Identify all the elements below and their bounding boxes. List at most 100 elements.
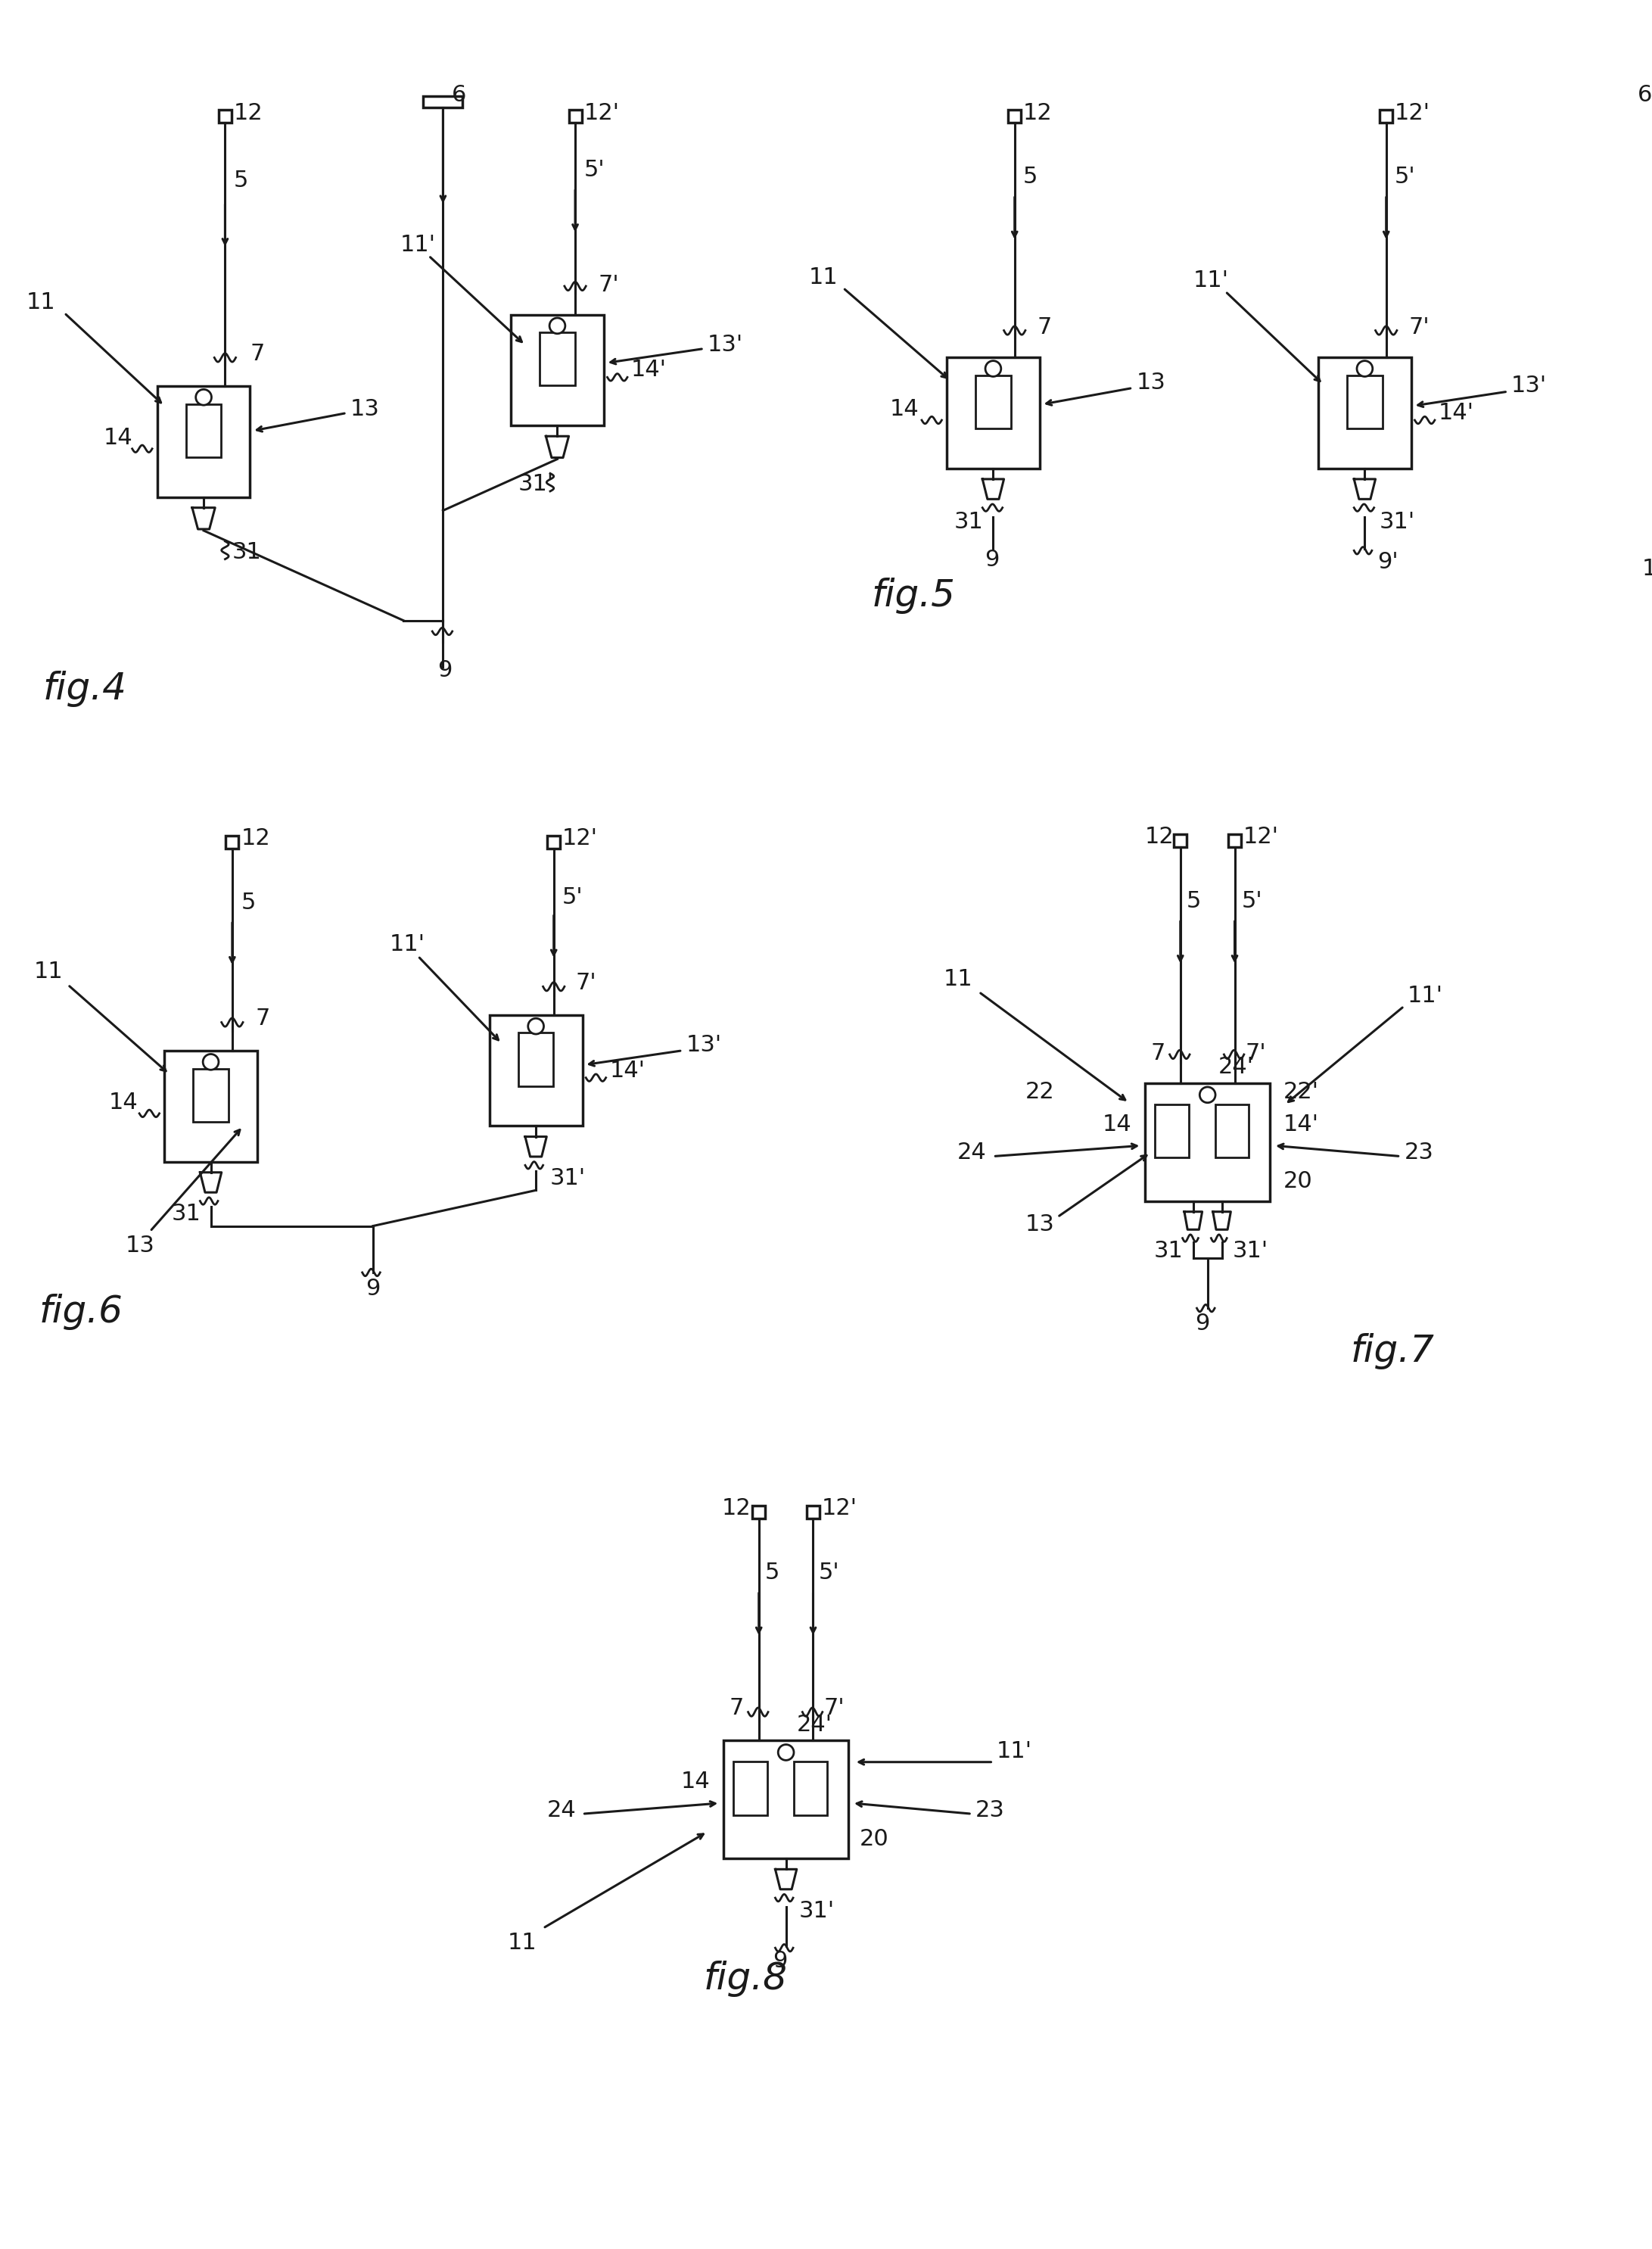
Bar xyxy=(540,333,575,385)
Text: 13: 13 xyxy=(1026,1212,1054,1235)
Text: 5: 5 xyxy=(1023,166,1037,189)
Text: 7: 7 xyxy=(729,1698,743,1720)
Text: 9: 9 xyxy=(985,549,999,571)
Text: 13: 13 xyxy=(126,1235,154,1257)
Text: 31': 31' xyxy=(800,1900,834,1921)
Text: 5': 5' xyxy=(1394,166,1416,189)
Bar xyxy=(1379,110,1393,124)
Text: 14': 14' xyxy=(1439,403,1474,425)
Text: 12': 12' xyxy=(1394,101,1431,124)
Text: 31': 31' xyxy=(550,1167,586,1190)
Text: 23: 23 xyxy=(1404,1142,1434,1163)
Text: 7': 7' xyxy=(598,274,620,295)
Text: 5: 5 xyxy=(233,169,248,191)
Bar xyxy=(519,1032,553,1086)
Text: 11: 11 xyxy=(809,265,838,288)
Text: 6: 6 xyxy=(1637,83,1652,106)
Text: 31': 31' xyxy=(1379,511,1414,533)
Bar xyxy=(218,110,231,124)
Text: 14: 14 xyxy=(104,427,132,450)
Text: 7': 7' xyxy=(1409,317,1431,340)
Bar xyxy=(752,1507,765,1518)
Text: 22: 22 xyxy=(1026,1082,1054,1102)
Text: 11': 11' xyxy=(400,234,436,256)
Text: 24: 24 xyxy=(547,1799,577,1822)
Text: 12': 12' xyxy=(821,1498,857,1520)
Text: 14: 14 xyxy=(681,1770,710,1792)
Text: 11: 11 xyxy=(943,967,973,990)
Bar xyxy=(733,1761,767,1815)
Text: 11: 11 xyxy=(33,960,63,983)
Text: fig.6: fig.6 xyxy=(40,1293,124,1329)
Text: 7: 7 xyxy=(1037,317,1052,340)
Text: 12': 12' xyxy=(583,101,620,124)
Circle shape xyxy=(203,1055,218,1071)
Text: 31: 31 xyxy=(233,542,261,562)
Text: 7: 7 xyxy=(1150,1041,1165,1064)
Text: 12: 12 xyxy=(241,828,271,850)
Text: 6: 6 xyxy=(451,83,466,106)
Text: 14: 14 xyxy=(109,1091,137,1113)
Text: 13: 13 xyxy=(1137,371,1166,394)
Circle shape xyxy=(1199,1086,1216,1102)
Text: 24': 24' xyxy=(1218,1057,1254,1077)
Text: 11': 11' xyxy=(996,1741,1032,1763)
Circle shape xyxy=(778,1745,795,1761)
Text: 9': 9' xyxy=(1378,551,1399,573)
Circle shape xyxy=(985,360,1001,376)
Text: fig.8: fig.8 xyxy=(704,1961,788,1997)
Bar xyxy=(423,97,463,108)
Text: fig.7: fig.7 xyxy=(1350,1334,1434,1370)
Text: 11': 11' xyxy=(1193,270,1229,292)
Text: 22': 22' xyxy=(1284,1082,1318,1102)
Text: 11: 11 xyxy=(26,290,56,313)
Text: 14: 14 xyxy=(889,398,919,421)
Text: 12: 12 xyxy=(1023,101,1052,124)
Text: 24: 24 xyxy=(958,1142,986,1163)
Bar xyxy=(164,1050,258,1163)
Text: 7: 7 xyxy=(254,1008,269,1030)
Text: 12: 12 xyxy=(233,101,263,124)
Text: 5: 5 xyxy=(241,891,256,913)
Text: 12': 12' xyxy=(562,828,598,850)
Text: 7: 7 xyxy=(249,344,264,364)
Text: 5: 5 xyxy=(765,1563,780,1583)
Bar xyxy=(947,358,1039,468)
Bar xyxy=(1346,376,1383,430)
Text: 24': 24' xyxy=(796,1714,833,1736)
Text: 11': 11' xyxy=(1408,985,1444,1008)
Text: 20: 20 xyxy=(859,1828,889,1851)
Text: 7': 7' xyxy=(1246,1041,1267,1064)
Text: 9: 9 xyxy=(773,1950,788,1972)
Text: 5': 5' xyxy=(1242,891,1262,913)
Text: 14': 14' xyxy=(1284,1113,1318,1136)
Bar xyxy=(1145,1084,1270,1201)
Text: 13': 13' xyxy=(707,335,743,355)
Text: fig.5: fig.5 xyxy=(872,578,957,614)
Text: 31': 31' xyxy=(1232,1239,1269,1262)
Bar xyxy=(547,834,560,848)
Text: 10: 10 xyxy=(1642,558,1652,580)
Bar xyxy=(193,1068,228,1122)
Bar xyxy=(1008,110,1021,124)
Bar xyxy=(724,1741,849,1858)
Text: 14': 14' xyxy=(610,1059,644,1082)
Text: 5': 5' xyxy=(819,1563,839,1583)
Bar xyxy=(976,376,1011,430)
Bar xyxy=(793,1761,828,1815)
Text: 5: 5 xyxy=(1186,891,1201,913)
Text: 20: 20 xyxy=(1284,1169,1312,1192)
Text: 5': 5' xyxy=(562,886,583,909)
Text: 14: 14 xyxy=(1102,1113,1132,1136)
Text: 13': 13' xyxy=(686,1035,722,1055)
Bar xyxy=(806,1507,819,1518)
Text: 11: 11 xyxy=(507,1932,537,1954)
Text: 9: 9 xyxy=(438,659,453,681)
Bar xyxy=(226,834,238,848)
Text: 31: 31 xyxy=(953,511,983,533)
Bar xyxy=(1227,834,1241,848)
Circle shape xyxy=(529,1019,544,1035)
Bar xyxy=(510,315,603,425)
Text: 31: 31 xyxy=(172,1203,202,1226)
Text: 12: 12 xyxy=(722,1498,752,1520)
